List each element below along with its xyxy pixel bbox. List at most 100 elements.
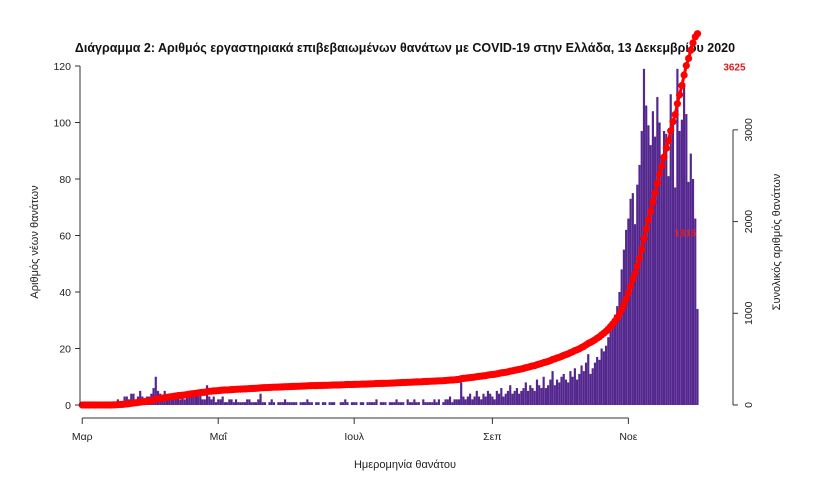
cumulative-line-series <box>78 30 702 409</box>
bar <box>435 402 438 405</box>
bar <box>462 396 465 405</box>
bar <box>395 399 398 405</box>
bar <box>540 388 543 405</box>
bar <box>647 125 650 405</box>
bar <box>469 393 472 405</box>
bar <box>397 402 400 405</box>
bar <box>328 402 331 405</box>
y-left-tick-label: 60 <box>59 231 71 243</box>
bar <box>622 249 625 406</box>
cumulative-point <box>687 46 695 54</box>
cumulative-point <box>624 289 633 297</box>
axes: 0 20 40 60 80 100 120 0 1000 2000 3000 Μαρ Μαΐ Ιουλ Σε… <box>53 61 755 443</box>
cumulative-point <box>689 39 697 47</box>
bar <box>442 402 445 405</box>
bar-series <box>112 68 699 406</box>
cumulative-point <box>647 207 655 216</box>
bar <box>589 373 592 405</box>
cumulative-point <box>678 81 686 90</box>
bar <box>301 402 304 405</box>
bar <box>333 402 336 405</box>
cumulative-point <box>662 144 670 152</box>
bar <box>321 402 325 405</box>
bar <box>656 97 659 405</box>
bar <box>696 308 699 405</box>
cumulative-point <box>633 262 641 270</box>
cumulative-point <box>620 301 628 309</box>
bar <box>591 368 594 405</box>
bar <box>346 402 349 405</box>
bar <box>241 402 244 405</box>
bar <box>283 399 287 405</box>
bar <box>538 385 541 405</box>
bar <box>631 193 634 406</box>
bar <box>201 399 204 405</box>
bar <box>567 382 570 405</box>
cumulative-point <box>638 246 646 254</box>
cumulative-point <box>642 225 650 233</box>
bar <box>295 402 298 405</box>
bar <box>304 402 307 405</box>
cumulative-point <box>631 269 639 278</box>
cumulative-point <box>680 71 688 79</box>
bar <box>526 390 530 406</box>
bar <box>192 396 195 405</box>
bar <box>484 396 487 405</box>
bar <box>625 229 628 405</box>
bar <box>132 393 135 405</box>
bar <box>651 111 654 405</box>
bar <box>480 399 483 405</box>
bar <box>687 181 690 405</box>
bar <box>533 390 536 406</box>
bar <box>453 399 456 405</box>
bar <box>263 402 267 405</box>
bar <box>424 402 427 405</box>
cumulative-point <box>667 127 675 135</box>
bar <box>502 396 505 405</box>
bar <box>607 337 610 405</box>
bar <box>691 179 695 405</box>
bar <box>290 402 293 405</box>
bar <box>444 399 447 405</box>
cumulative-point <box>682 62 690 70</box>
bar <box>451 402 454 405</box>
bar <box>683 82 686 405</box>
bar <box>399 402 403 405</box>
bar <box>210 399 213 405</box>
bar <box>627 218 630 405</box>
bar <box>448 396 452 405</box>
bar <box>680 119 683 406</box>
bar <box>455 399 458 405</box>
bar <box>437 399 440 405</box>
cumulative-point <box>651 189 659 197</box>
bar <box>660 156 663 405</box>
bar <box>281 402 284 405</box>
bar <box>232 402 235 405</box>
bar <box>569 371 572 405</box>
bar <box>268 402 271 405</box>
bar <box>604 345 608 405</box>
bar <box>277 402 280 405</box>
cumulative-point <box>669 118 677 126</box>
y-left-tick-label: 20 <box>59 344 71 356</box>
y-left-tick-label: 120 <box>53 61 71 73</box>
bar <box>199 393 202 405</box>
bar <box>362 402 365 405</box>
cumulative-point <box>629 275 637 283</box>
bar <box>355 402 358 405</box>
cumulative-point <box>640 235 648 243</box>
bar <box>531 388 534 405</box>
bar <box>382 402 385 405</box>
bar <box>658 122 661 405</box>
x-tick-label: Ιουλ <box>344 431 364 443</box>
bar <box>197 396 200 405</box>
bar <box>194 393 197 405</box>
bar <box>495 390 498 406</box>
bar <box>685 114 688 405</box>
cumulative-point <box>685 54 693 63</box>
bar <box>415 402 418 405</box>
bar <box>504 393 507 405</box>
bar <box>636 184 639 405</box>
bar <box>353 402 356 405</box>
y-right-tick-label: 0 <box>743 402 755 408</box>
